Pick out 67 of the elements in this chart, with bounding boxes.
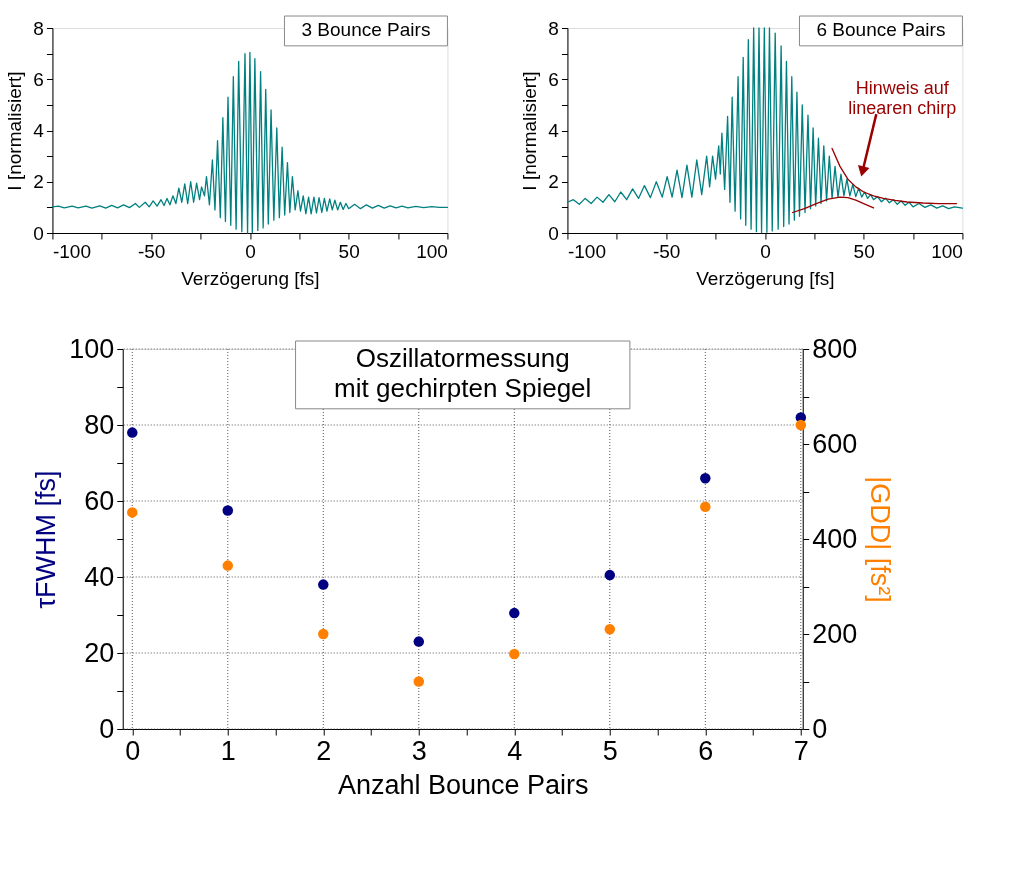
point <box>509 648 520 660</box>
line-series <box>831 147 958 205</box>
y-tick-label: 80 <box>84 409 115 440</box>
x-tick-label: 1 <box>220 735 236 766</box>
x-axis-title: Verzögerung [fs] <box>696 267 835 289</box>
y-tick-label: 8 <box>548 17 559 39</box>
annotation: Hinweis auf linearen chirp <box>848 78 957 119</box>
y-tick-label: 100 <box>69 333 115 364</box>
y-tick-label: 6 <box>33 68 44 90</box>
point <box>318 628 329 640</box>
x-tick-label: 50 <box>338 240 360 262</box>
x-tick-label: 100 <box>931 240 963 262</box>
point <box>413 636 425 647</box>
point <box>604 624 616 635</box>
point <box>127 427 138 438</box>
y2-tick-label: 200 <box>812 618 858 649</box>
point <box>700 472 711 484</box>
chart-title: 3 Bounce Pairs <box>301 19 431 40</box>
chart-title: Oszillatormessung mit gechirpten Spiegel <box>334 343 592 403</box>
point <box>127 507 138 518</box>
y-tick-label: 2 <box>33 171 44 193</box>
y2-tick-label: 800 <box>812 333 858 364</box>
x-tick-label: 7 <box>793 735 809 766</box>
point <box>222 560 234 571</box>
x-tick-label: -100 <box>52 240 91 262</box>
y-tick-label: 6 <box>548 68 559 90</box>
y2-tick-label: 400 <box>812 523 858 554</box>
point <box>700 501 711 512</box>
y-tick-label: 0 <box>33 222 44 244</box>
x-tick-label: 3 <box>411 735 427 766</box>
x-tick-label: -100 <box>567 240 606 262</box>
y-tick-label: 8 <box>33 17 44 39</box>
point <box>795 419 807 431</box>
y2-axis-title: |GDD| [fs²] <box>865 476 896 603</box>
y-tick-label: 20 <box>84 637 115 668</box>
point <box>318 579 329 590</box>
point <box>222 505 234 516</box>
x-tick-label: 50 <box>853 240 875 262</box>
y-tick-label: 4 <box>33 120 45 141</box>
y-tick-label: 2 <box>548 171 559 193</box>
x-tick-label: 2 <box>316 735 332 766</box>
x-axis-title: Anzahl Bounce Pairs <box>337 769 589 800</box>
point <box>604 569 616 581</box>
chart-title: 6 Bounce Pairs <box>816 19 946 40</box>
y-axis-title: I [normalisiert] <box>4 71 26 191</box>
x-tick-label: 6 <box>698 735 714 766</box>
x-tick-label: 0 <box>125 735 141 766</box>
x-tick-label: 100 <box>416 240 448 262</box>
y-tick-label: 0 <box>548 222 559 244</box>
y2-tick-label: 600 <box>812 428 858 459</box>
x-tick-label: 4 <box>507 735 523 766</box>
y-tick-label: 0 <box>99 713 115 744</box>
x-tick-label: 0 <box>245 240 256 262</box>
y-tick-label: 4 <box>548 120 560 141</box>
y-tick-label: 60 <box>84 485 115 516</box>
y-axis-title: I [normalisiert] <box>519 71 541 191</box>
x-tick-label: -50 <box>652 240 681 262</box>
point <box>509 607 520 619</box>
y-tick-label: 40 <box>84 561 115 592</box>
x-tick-label: 0 <box>760 240 771 262</box>
point <box>413 676 425 687</box>
y2-tick-label: 0 <box>812 713 828 744</box>
line-series <box>791 196 875 214</box>
x-tick-label: -50 <box>137 240 166 262</box>
x-axis-title: Verzögerung [fs] <box>181 267 320 289</box>
y-axis-title: τFWHM [fs] <box>31 470 62 609</box>
x-tick-label: 5 <box>602 735 618 766</box>
